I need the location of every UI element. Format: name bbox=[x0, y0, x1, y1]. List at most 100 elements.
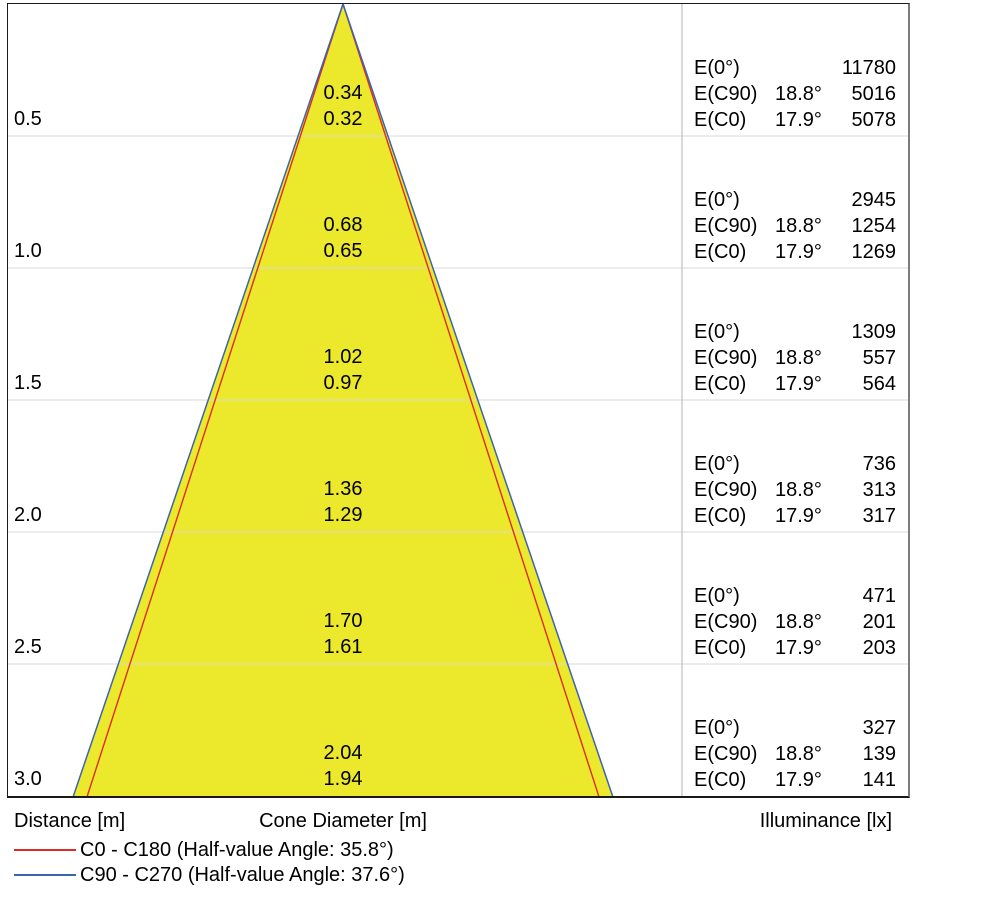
cone-diameter-values: 1.02 0.97 bbox=[243, 344, 443, 396]
ec90-angle: 18.8° bbox=[775, 347, 822, 369]
cone-diameter-c90: 0.34 bbox=[323, 82, 363, 104]
e0-label: E(0°) bbox=[694, 189, 740, 211]
illuminance-axis-label: Illuminance [lx] bbox=[759, 810, 892, 832]
cone-diameter-c90: 0.68 bbox=[323, 214, 363, 236]
cone-row: 0.5 0.34 0.32 E(0°) 11780 E(C90) 18.8° 5… bbox=[8, 4, 908, 136]
ec90-value: 201 bbox=[862, 611, 896, 633]
cone-diameter-c90: 1.70 bbox=[323, 610, 363, 632]
e0-angle bbox=[775, 319, 833, 345]
illuminance-block: E(0°) 736 E(C90) 18.8° 313 E(C0) 17.9° 3… bbox=[694, 451, 896, 529]
c0-legend-label: C0 - C180 (Half-value Angle: 35.8°) bbox=[80, 839, 394, 861]
e0-label: E(0°) bbox=[694, 453, 740, 475]
ec0-label: E(C0) bbox=[694, 637, 747, 659]
ec90-label: E(C90) bbox=[694, 479, 758, 501]
e0-label: E(0°) bbox=[694, 321, 740, 343]
legend-c90-row: C90 - C270 (Half-value Angle: 37.6°) bbox=[8, 862, 908, 888]
ec90-label: E(C90) bbox=[694, 611, 758, 633]
ec0-label: E(C0) bbox=[694, 505, 747, 527]
ec0-value: 317 bbox=[862, 505, 896, 527]
distance-axis-label: Distance [m] bbox=[14, 810, 126, 832]
illuminance-block: E(0°) 2945 E(C90) 18.8° 1254 E(C0) 17.9°… bbox=[694, 187, 896, 265]
cone-diameter-c0: 0.97 bbox=[323, 372, 363, 394]
axis-labels-row: Distance [m] Cone Diameter [m] Illuminan… bbox=[8, 808, 908, 834]
cone-diameter-c0: 1.29 bbox=[323, 504, 363, 526]
e0-value: 1309 bbox=[851, 321, 897, 343]
e0-angle bbox=[775, 55, 833, 81]
cone-svg bbox=[8, 4, 908, 796]
ec90-label: E(C90) bbox=[694, 215, 758, 237]
e0-angle bbox=[775, 715, 833, 741]
ec0-label: E(C0) bbox=[694, 109, 747, 131]
ec0-angle: 17.9° bbox=[775, 109, 822, 131]
ec90-angle: 18.8° bbox=[775, 215, 822, 237]
e0-label: E(0°) bbox=[694, 585, 740, 607]
cone-diameter-values: 0.34 0.32 bbox=[243, 80, 443, 132]
ec90-label: E(C90) bbox=[694, 83, 758, 105]
c90-line-swatch-icon bbox=[14, 874, 76, 876]
ec90-angle: 18.8° bbox=[775, 611, 822, 633]
ec0-value: 5078 bbox=[851, 109, 897, 131]
legend-c0-row: C0 - C180 (Half-value Angle: 35.8°) bbox=[8, 837, 908, 863]
c90-legend-label: C90 - C270 (Half-value Angle: 37.6°) bbox=[80, 864, 405, 886]
cone-diagram-panel: 0.5 0.34 0.32 E(0°) 11780 E(C90) 18.8° 5… bbox=[7, 3, 910, 798]
ec0-value: 141 bbox=[862, 769, 896, 791]
distance-label: 0.5 bbox=[14, 108, 42, 130]
ec90-angle: 18.8° bbox=[775, 479, 822, 501]
e0-label: E(0°) bbox=[694, 57, 740, 79]
e0-value: 327 bbox=[862, 717, 896, 739]
ec90-value: 139 bbox=[862, 743, 896, 765]
cone-row: 2.0 1.36 1.29 E(0°) 736 E(C90) 18.8° 313… bbox=[8, 400, 908, 532]
c0-c180-cone-line bbox=[86, 4, 600, 796]
ec0-angle: 17.9° bbox=[775, 241, 822, 263]
illuminance-block: E(0°) 11780 E(C90) 18.8° 5016 E(C0) 17.9… bbox=[694, 55, 896, 133]
ec0-label: E(C0) bbox=[694, 241, 747, 263]
ec0-angle: 17.9° bbox=[775, 769, 822, 791]
cone-diameter-c0: 0.32 bbox=[323, 108, 363, 130]
cone-diameter-values: 1.70 1.61 bbox=[243, 608, 443, 660]
ec0-value: 1269 bbox=[851, 241, 897, 263]
e0-value: 736 bbox=[862, 453, 896, 475]
cone-diameter-c0: 1.94 bbox=[323, 768, 363, 790]
distance-label: 2.5 bbox=[14, 636, 42, 658]
cone-diameter-values: 2.04 1.94 bbox=[243, 740, 443, 792]
ec90-value: 5016 bbox=[851, 83, 897, 105]
cone-diameter-c90: 2.04 bbox=[323, 742, 363, 764]
distance-label: 1.5 bbox=[14, 372, 42, 394]
ec90-value: 313 bbox=[862, 479, 896, 501]
ec0-label: E(C0) bbox=[694, 373, 747, 395]
distance-label: 2.0 bbox=[14, 504, 42, 526]
cone-diameter-c0: 1.61 bbox=[323, 636, 363, 658]
illuminance-block: E(0°) 471 E(C90) 18.8° 201 E(C0) 17.9° 2… bbox=[694, 583, 896, 661]
ec0-angle: 17.9° bbox=[775, 505, 822, 527]
cone-row: 2.5 1.70 1.61 E(0°) 471 E(C90) 18.8° 201… bbox=[8, 532, 908, 664]
ec90-angle: 18.8° bbox=[775, 83, 822, 105]
e0-value: 2945 bbox=[851, 189, 897, 211]
e0-value: 471 bbox=[862, 585, 896, 607]
ec0-angle: 17.9° bbox=[775, 637, 822, 659]
e0-label: E(0°) bbox=[694, 717, 740, 739]
illuminance-block: E(0°) 327 E(C90) 18.8° 139 E(C0) 17.9° 1… bbox=[694, 715, 896, 793]
e0-angle bbox=[775, 187, 833, 213]
ec90-label: E(C90) bbox=[694, 347, 758, 369]
distance-label: 1.0 bbox=[14, 240, 42, 262]
ec0-value: 564 bbox=[862, 373, 896, 395]
ec0-angle: 17.9° bbox=[775, 373, 822, 395]
c90-c270-cone-line bbox=[72, 4, 614, 796]
e0-angle bbox=[775, 583, 833, 609]
cone-diameter-c90: 1.36 bbox=[323, 478, 363, 500]
ec90-label: E(C90) bbox=[694, 743, 758, 765]
cone-row: 1.0 0.68 0.65 E(0°) 2945 E(C90) 18.8° 12… bbox=[8, 136, 908, 268]
ec0-label: E(C0) bbox=[694, 769, 747, 791]
cone-diameter-values: 0.68 0.65 bbox=[243, 212, 443, 264]
e0-angle bbox=[775, 451, 833, 477]
cone-diameter-c90: 1.02 bbox=[323, 346, 363, 368]
cone-row: 1.5 1.02 0.97 E(0°) 1309 E(C90) 18.8° 55… bbox=[8, 268, 908, 400]
ec90-angle: 18.8° bbox=[775, 743, 822, 765]
ec90-value: 557 bbox=[862, 347, 896, 369]
cone-diameter-c0: 0.65 bbox=[323, 240, 363, 262]
c0-line-swatch-icon bbox=[14, 849, 76, 851]
illuminance-block: E(0°) 1309 E(C90) 18.8° 557 E(C0) 17.9° … bbox=[694, 319, 896, 397]
ec0-value: 203 bbox=[862, 637, 896, 659]
cone-row: 3.0 2.04 1.94 E(0°) 327 E(C90) 18.8° 139… bbox=[8, 664, 908, 796]
